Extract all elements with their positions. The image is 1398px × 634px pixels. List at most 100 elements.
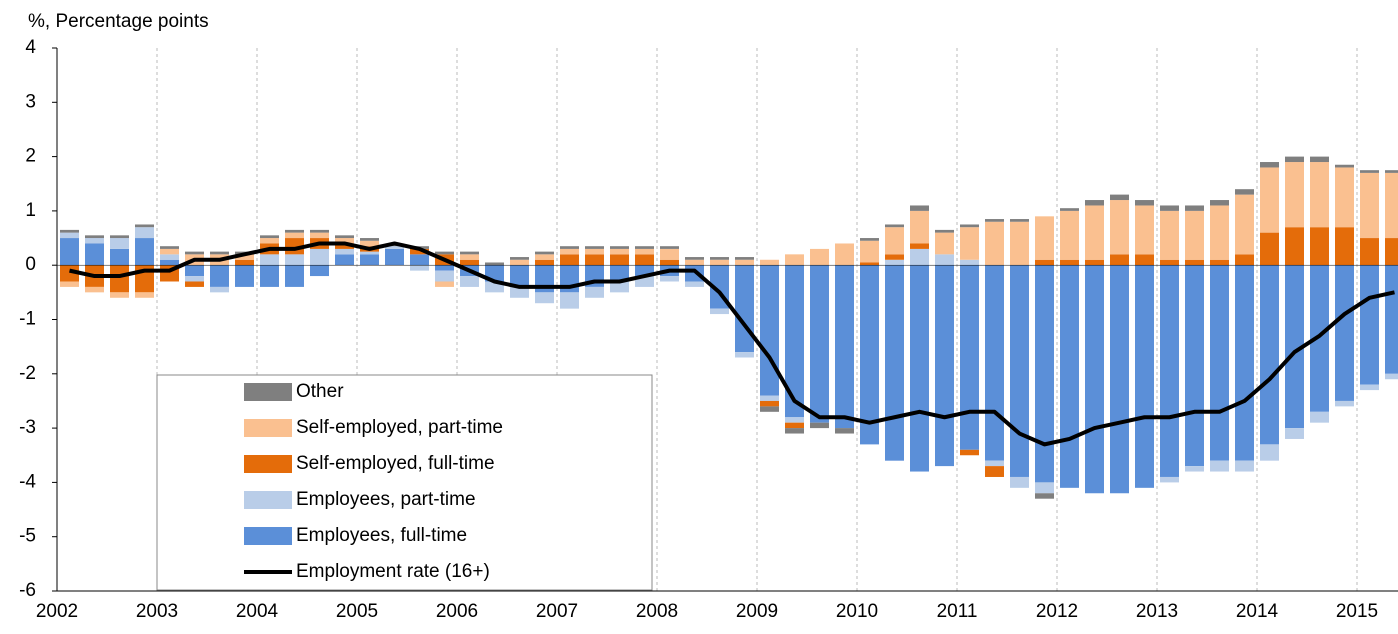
bar-segment	[135, 238, 154, 266]
line-layer	[69, 241, 1395, 447]
bar-segment	[1085, 200, 1104, 206]
bar-segment	[860, 238, 879, 241]
bar-segment	[1385, 170, 1398, 173]
bar-segment	[760, 400, 779, 407]
bar-segment	[960, 449, 979, 456]
bar-segment	[935, 254, 954, 266]
bar-segment	[360, 251, 379, 255]
y-tick-label: 4	[25, 37, 36, 58]
bar-segment	[1210, 460, 1229, 472]
bar-segment	[1010, 219, 1029, 222]
bar-segment	[1360, 384, 1379, 391]
x-tick-label: 2012	[1036, 601, 1078, 622]
bar-segment	[1235, 460, 1254, 472]
bar-segment	[285, 229, 304, 233]
bar-segment	[610, 246, 629, 249]
y-axis-label: %, Percentage points	[28, 11, 209, 32]
bar-segment	[85, 243, 104, 266]
bar-segment	[1385, 172, 1398, 239]
bar-segment	[660, 276, 679, 282]
line-series	[69, 241, 1395, 447]
bar-segment	[60, 238, 79, 266]
bar-segment	[660, 246, 679, 249]
bar-segment	[510, 286, 529, 298]
bar-segment	[1235, 194, 1254, 255]
bar-segment	[160, 259, 179, 266]
bar-segment	[1035, 493, 1054, 499]
y-tick-label: -5	[19, 526, 36, 547]
bar-segment	[610, 254, 629, 266]
legend-box	[156, 374, 653, 591]
bar-segment	[885, 265, 904, 461]
bar-segment	[960, 227, 979, 260]
y-tick-label: 1	[25, 200, 36, 221]
x-tick-label: 2003	[136, 601, 178, 622]
bar-segment	[160, 248, 179, 255]
bar-segment	[885, 227, 904, 255]
bar-segment	[835, 265, 854, 429]
bar-segment	[910, 265, 929, 472]
bar-segment	[1335, 400, 1354, 407]
bar-segment	[310, 232, 329, 239]
y-tick-label: -2	[19, 363, 36, 384]
bar-segment	[560, 254, 579, 266]
bar-segment	[685, 257, 704, 260]
bar-segment	[1310, 227, 1329, 266]
bar-segment	[710, 257, 729, 260]
bar-segment	[1310, 156, 1329, 163]
bar-segment	[510, 257, 529, 260]
bar-segment	[985, 221, 1004, 266]
x-tick-label: 2008	[636, 601, 678, 622]
bar-segment	[285, 254, 304, 266]
bar-segment	[360, 238, 379, 241]
bar-segment	[385, 246, 404, 249]
bar-segment	[1360, 238, 1379, 266]
bar-segment	[1160, 259, 1179, 266]
bar-segment	[1035, 259, 1054, 266]
bar-segment	[985, 265, 1004, 461]
bar-segment	[1285, 227, 1304, 266]
bar-segment	[335, 235, 354, 239]
bar-segment	[410, 265, 429, 271]
y-tick-label: -1	[19, 309, 36, 330]
bar-segment	[1010, 265, 1029, 477]
bar-segment	[860, 262, 879, 266]
bar-segment	[785, 422, 804, 429]
bar-segment	[935, 229, 954, 233]
bar-segment	[1160, 265, 1179, 477]
grid	[156, 48, 1358, 591]
bar-segment	[135, 224, 154, 228]
legend-label: Employment rate (16+)	[296, 561, 490, 582]
bar-segment	[85, 238, 104, 244]
bar-segment	[885, 224, 904, 228]
bar-segment	[110, 292, 129, 298]
bar-segment	[1210, 265, 1229, 461]
bar-segment	[810, 248, 829, 266]
bar-segment	[1185, 210, 1204, 260]
bar-segment	[610, 248, 629, 255]
bar-segment	[460, 259, 479, 266]
bar-segment	[785, 428, 804, 434]
bar-segment	[1385, 373, 1398, 380]
bar-segment	[260, 238, 279, 244]
bar-segment	[610, 281, 629, 293]
bar-segment	[185, 265, 204, 277]
bar-segment	[410, 254, 429, 266]
bar-segment	[235, 259, 254, 266]
bar-segment	[1085, 265, 1104, 494]
bar-segment	[560, 292, 579, 309]
legend-label: Other	[296, 381, 344, 402]
bar-segment	[1385, 265, 1398, 374]
bar-segment	[535, 254, 554, 260]
bar-segment	[1285, 265, 1304, 429]
bar-segment	[785, 417, 804, 423]
bar-segment	[235, 265, 254, 287]
bar-segment	[1060, 265, 1079, 488]
bar-segment	[635, 248, 654, 255]
bar-segment	[460, 251, 479, 255]
bar-segment	[1085, 259, 1104, 266]
bar-segment	[1260, 167, 1279, 233]
bar-segment	[1035, 265, 1054, 483]
